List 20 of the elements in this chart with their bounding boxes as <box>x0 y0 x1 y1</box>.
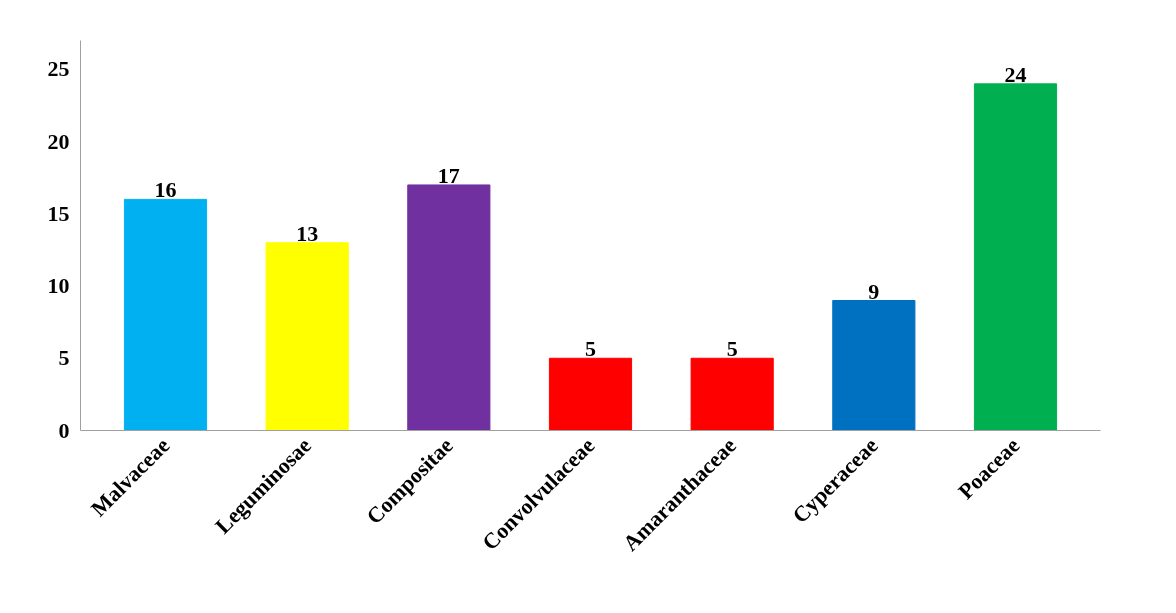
bar <box>690 357 774 431</box>
y-tick-label: 0 <box>58 417 70 443</box>
y-tick-label: 5 <box>58 345 70 371</box>
data-label: 5 <box>726 336 738 362</box>
bar <box>548 357 633 431</box>
data-label: 13 <box>296 220 319 246</box>
bar <box>123 198 208 431</box>
data-label: 5 <box>585 336 596 362</box>
data-label: 16 <box>154 177 177 203</box>
y-tick-label: 10 <box>47 273 70 299</box>
bar <box>407 184 491 431</box>
data-label: 9 <box>868 278 880 304</box>
data-label: 24 <box>1004 61 1027 87</box>
data-label: 17 <box>437 162 460 188</box>
bar <box>973 83 1058 431</box>
y-tick-label: 20 <box>47 128 70 154</box>
bar <box>265 242 349 431</box>
y-tick-label: 15 <box>47 200 70 226</box>
y-tick-label: 25 <box>47 56 70 82</box>
bar <box>832 300 916 431</box>
